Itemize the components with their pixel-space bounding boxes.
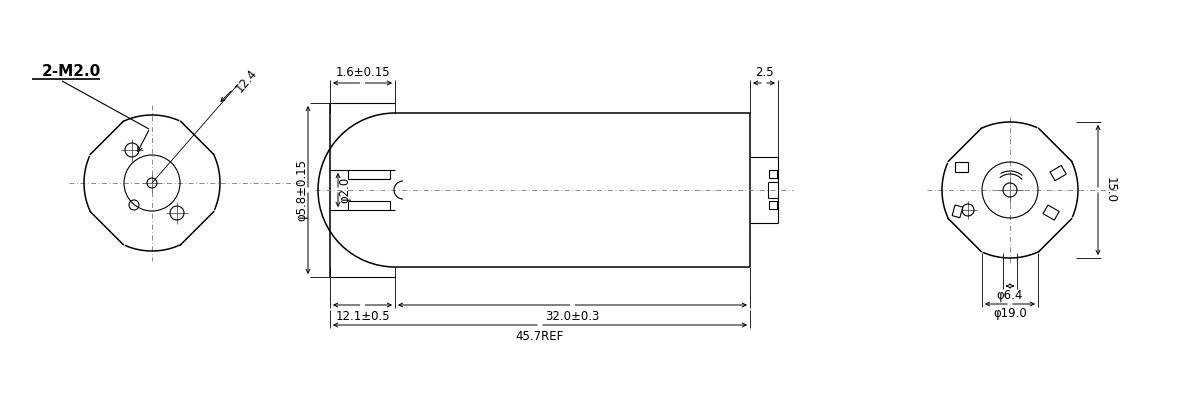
Bar: [952, 205, 962, 218]
Text: φ6.4: φ6.4: [997, 290, 1023, 303]
Text: 2-M2.0: 2-M2.0: [42, 64, 101, 79]
Text: 1.6±0.15: 1.6±0.15: [336, 66, 389, 79]
Text: 12.1±0.5: 12.1±0.5: [336, 310, 389, 323]
Text: 15.0: 15.0: [1103, 177, 1116, 203]
Text: φ19.0: φ19.0: [993, 307, 1027, 321]
Bar: [1044, 205, 1059, 220]
Text: φ2.0: φ2.0: [339, 177, 351, 203]
Bar: [1050, 165, 1066, 181]
Text: φ5.8±0.15: φ5.8±0.15: [295, 159, 308, 221]
Bar: [769, 201, 777, 209]
Text: 45.7REF: 45.7REF: [516, 329, 564, 343]
Bar: [769, 170, 777, 178]
Bar: [955, 162, 968, 172]
Text: 2.5: 2.5: [755, 66, 774, 79]
Text: 12.4: 12.4: [233, 67, 259, 95]
Text: 32.0±0.3: 32.0±0.3: [546, 310, 599, 323]
